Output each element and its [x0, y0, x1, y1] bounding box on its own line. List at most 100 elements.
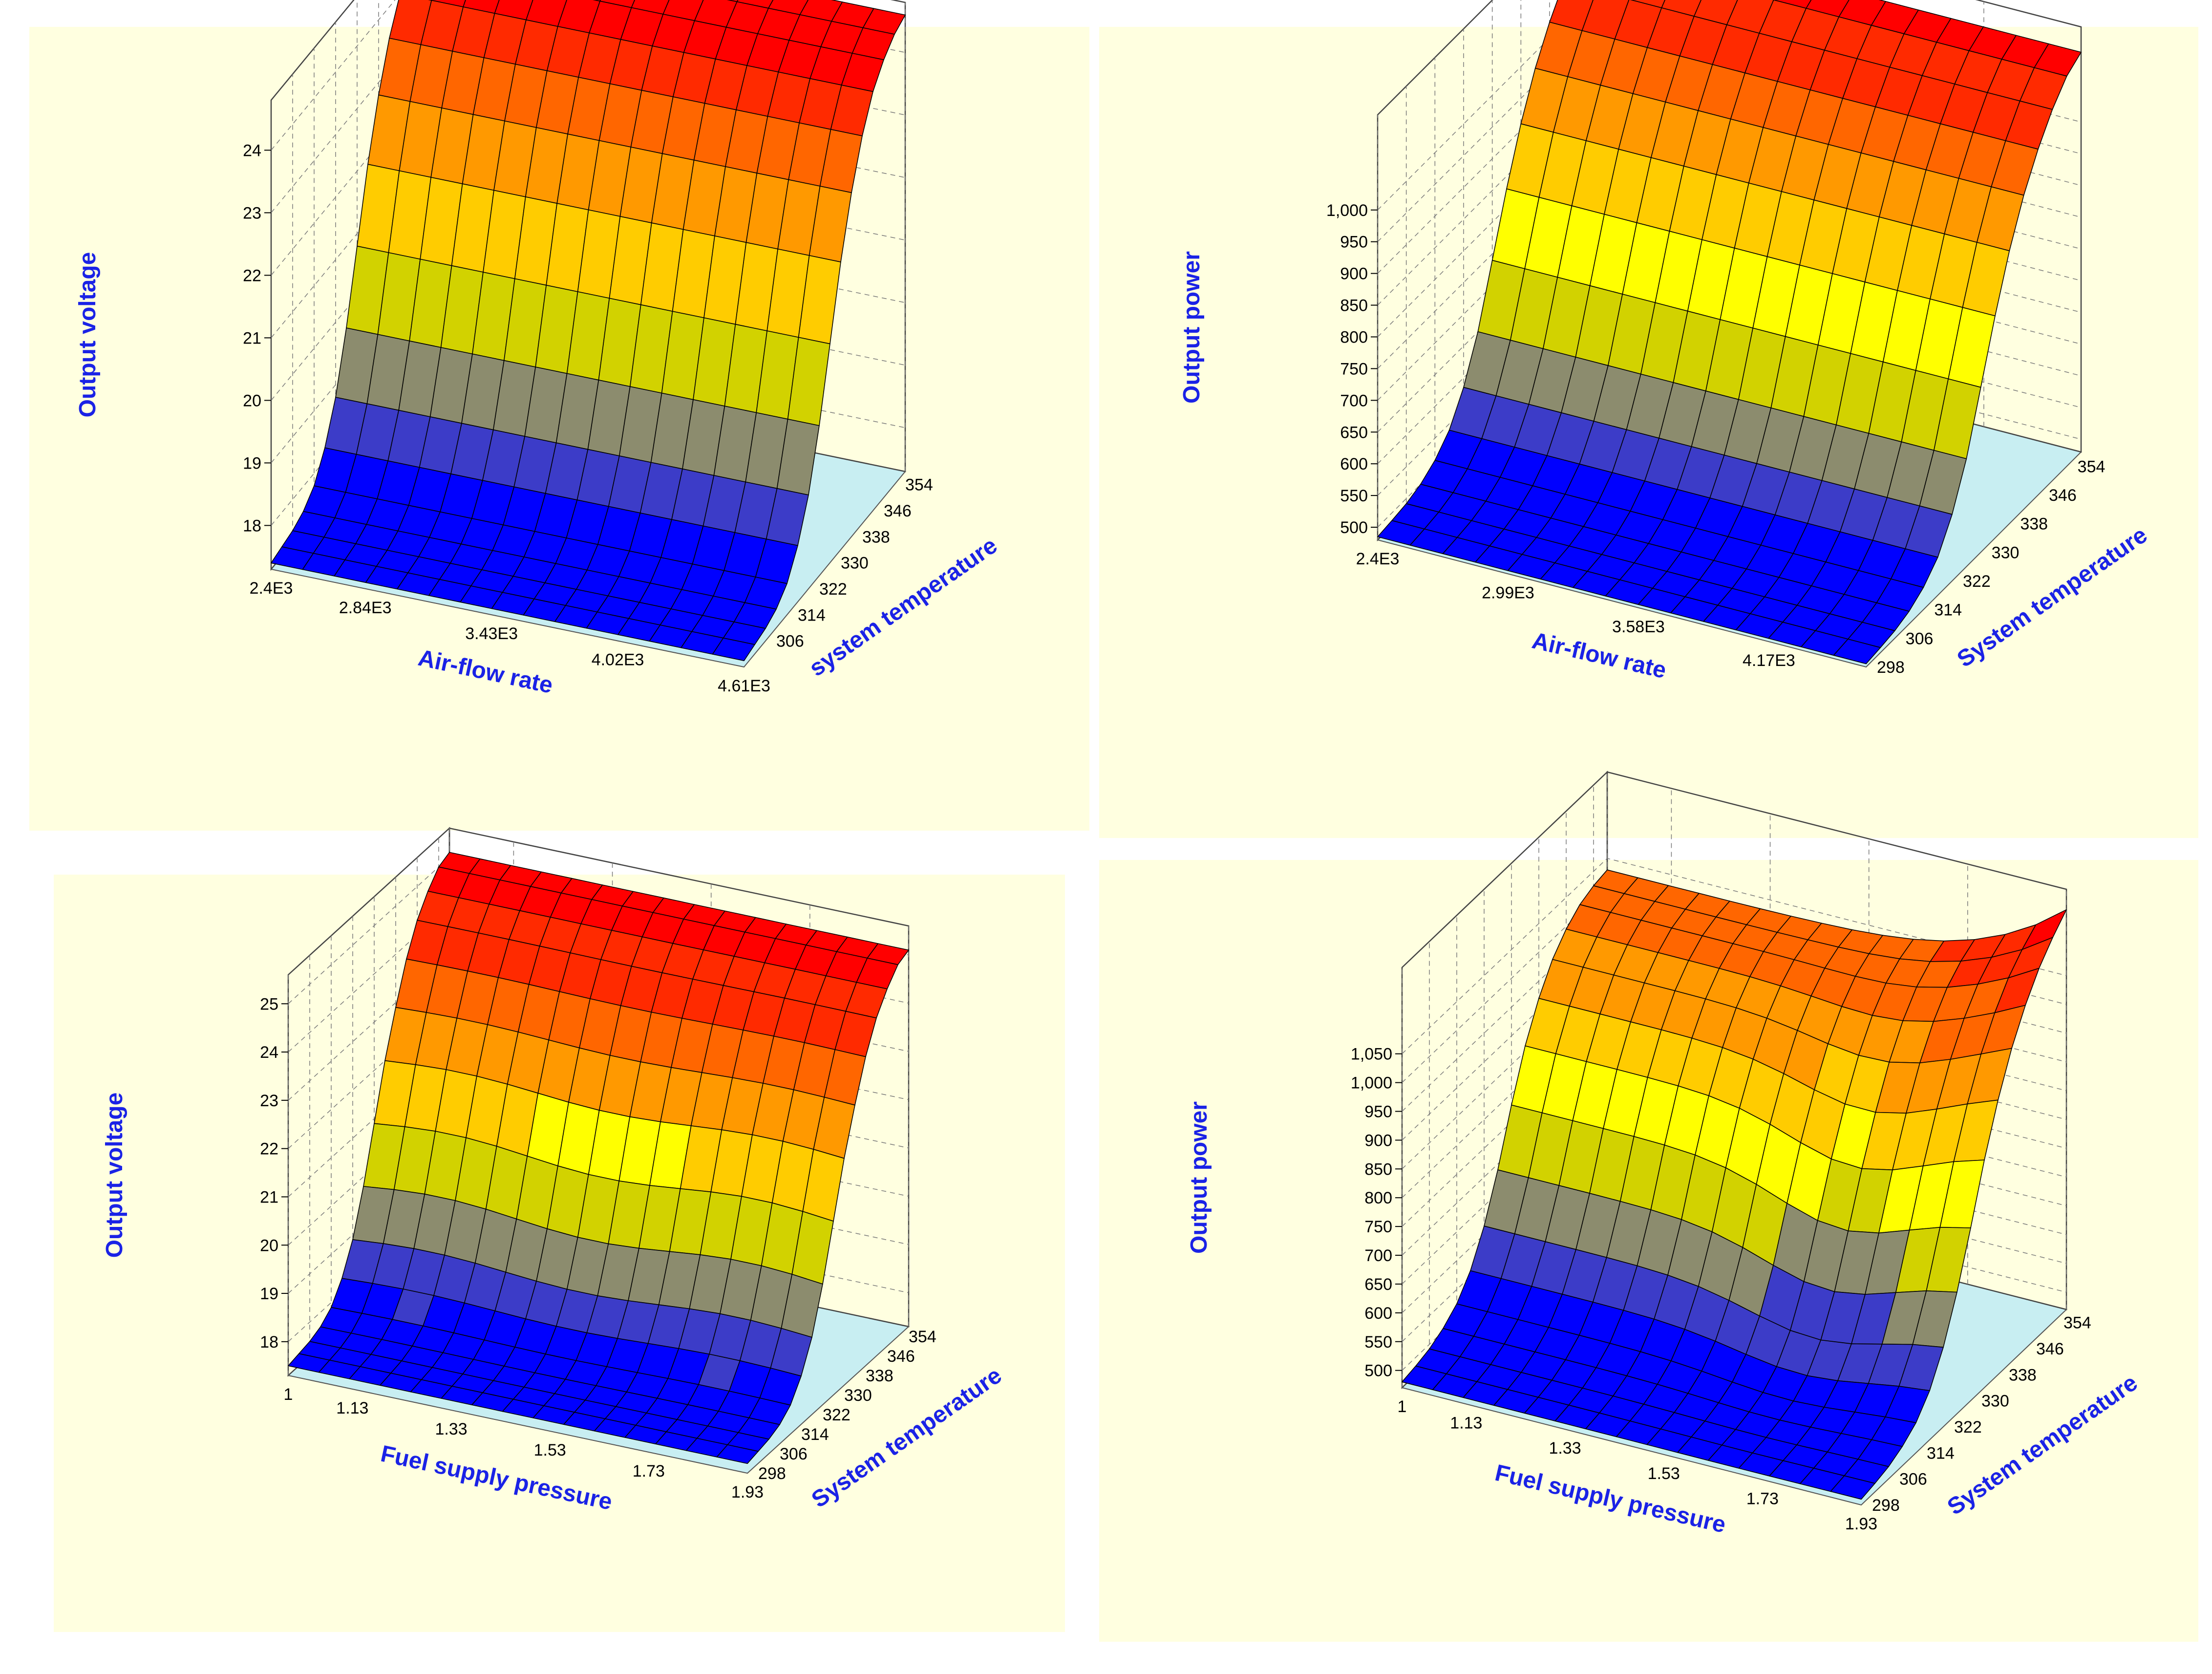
x-axis-title: Fuel supply pressure — [379, 1441, 615, 1515]
x-axis-title: Air-flow rate — [416, 645, 555, 699]
z-gridline — [1377, 280, 2082, 496]
z-tick-label: 21 — [243, 329, 261, 347]
surface-cell — [712, 638, 755, 661]
z-tick-label: 950 — [1340, 233, 1368, 252]
z-tick-label: 18 — [243, 516, 261, 535]
x-tick-label: 1.73 — [1746, 1489, 1779, 1508]
z-tick-label: 800 — [1340, 328, 1368, 346]
y-tick-label: 354 — [2078, 457, 2106, 476]
chart-panel-voltage-pressure: 18 19 20 21 22 23 24 25 1 1.13 1.33 1.53 1.73 1.93 298… — [54, 827, 1065, 1632]
z-gridline — [1377, 185, 2082, 401]
chart-panel-power-airflow: 500 550 600 650 700 750 800 850 900 950 1,000 2.4E3… — [1099, 0, 2198, 838]
y-tick-label: 322 — [1954, 1418, 1982, 1437]
z-tick-label: 21 — [260, 1188, 278, 1206]
y-tick-label: 338 — [862, 528, 890, 546]
z-tick-label: 1,050 — [1351, 1045, 1392, 1064]
z-gridline — [1377, 0, 2082, 211]
z-tick-label: 750 — [1340, 360, 1368, 378]
x-axis-title: Fuel supply pressure — [1492, 1460, 1728, 1538]
chart-panel-voltage-airflow: 18 19 20 21 22 23 24 2.4E3 2.84E3 3.43E3 4.02E3 4.6… — [29, 0, 1089, 831]
x-tick-label: 1.33 — [1549, 1439, 1581, 1458]
z-tick-label: 500 — [1364, 1362, 1392, 1380]
x-tick-label: 1.73 — [633, 1462, 665, 1481]
y-tick-label: 314 — [798, 606, 826, 624]
z-tick-label: 900 — [1340, 265, 1368, 283]
x-tick-label: 1.93 — [731, 1483, 764, 1502]
z-tick-label: 18 — [260, 1333, 278, 1352]
chart-panel-power-pressure: 500 550 600 650 700 750 800 850 900 950 1,000 1,050… — [1099, 771, 2198, 1642]
y-tick-label: 298 — [1877, 658, 1905, 677]
x-tick-label: 1.13 — [336, 1399, 368, 1417]
y-tick-label: 314 — [801, 1425, 829, 1444]
x-tick-label: 1.53 — [1648, 1464, 1680, 1483]
x-tick-label: 1.13 — [1450, 1414, 1482, 1433]
x-tick-label: 2.84E3 — [339, 599, 392, 617]
x-tick-label: 1.33 — [435, 1420, 467, 1438]
z-axis-title: Output power — [1179, 251, 1205, 404]
y-tick-label: 330 — [844, 1386, 872, 1405]
z-tick-label: 750 — [1364, 1218, 1392, 1236]
z-gridline — [1377, 58, 2082, 274]
z-tick-label: 1,000 — [1351, 1074, 1392, 1093]
y-tick-label: 306 — [1906, 629, 1934, 648]
z-tick-label: 20 — [260, 1236, 278, 1255]
x-tick-label: 2.99E3 — [1482, 583, 1534, 602]
surface-plot-power-pressure: 500 550 600 650 700 750 800 850 900 950 1,000 1,050… — [1186, 771, 2142, 1538]
z-gridline — [1377, 153, 2082, 369]
z-tick-label: 23 — [243, 204, 261, 222]
y-tick-label: 338 — [866, 1367, 893, 1385]
x-tick-label: 2.4E3 — [1356, 550, 1400, 568]
z-axis-title: Output voltage — [102, 1093, 128, 1258]
z-tick-label: 24 — [243, 141, 261, 160]
z-tick-label: 19 — [260, 1285, 278, 1303]
x-tick-label: 1 — [284, 1385, 293, 1404]
y-tick-label: 322 — [823, 1406, 851, 1424]
y-tick-label: 322 — [819, 580, 847, 599]
x-tick-label: 2.4E3 — [250, 579, 293, 598]
surface-plot-power-airflow: 500 550 600 650 700 750 800 850 900 950 1,000 2.4E3… — [1179, 0, 2152, 684]
z-tick-label: 20 — [243, 391, 261, 410]
z-tick-label: 850 — [1364, 1160, 1392, 1179]
x-tick-label: 4.61E3 — [718, 677, 770, 695]
y-tick-label: 330 — [841, 554, 869, 573]
surface-cell — [716, 1444, 759, 1464]
y-tick-label: 314 — [1927, 1444, 1955, 1462]
y-tick-label: 306 — [776, 632, 804, 651]
y-tick-label: 354 — [909, 1328, 936, 1346]
y-tick-label: 346 — [887, 1347, 915, 1366]
y-tick-label: 314 — [1934, 601, 1962, 620]
x-tick-label: 1 — [1398, 1397, 1407, 1416]
z-tick-label: 23 — [260, 1092, 278, 1110]
z-axis-title: Output power — [1186, 1101, 1212, 1254]
z-gridline — [1377, 89, 2082, 306]
y-tick-label: 330 — [1992, 543, 2020, 562]
z-tick-label: 650 — [1364, 1275, 1392, 1294]
y-tick-label: 338 — [2020, 515, 2048, 534]
y-tick-label: 322 — [1963, 572, 1991, 591]
y-tick-label: 330 — [1981, 1392, 2009, 1411]
z-tick-label: 500 — [1340, 518, 1368, 537]
y-tick-label: 346 — [884, 502, 912, 520]
y-tick-label: 306 — [780, 1445, 808, 1463]
y-tick-label: 298 — [758, 1464, 786, 1483]
z-tick-label: 850 — [1340, 297, 1368, 315]
z-gridline — [1377, 216, 2082, 432]
z-tick-label: 25 — [260, 995, 278, 1013]
z-axis-title: Output voltage — [75, 252, 101, 418]
z-tick-label: 600 — [1340, 455, 1368, 473]
z-gridline — [1377, 121, 2082, 338]
surface-cell — [1830, 1475, 1875, 1500]
y-tick-label: 354 — [905, 476, 933, 494]
z-gridline — [1402, 858, 2067, 1054]
z-tick-label: 22 — [260, 1140, 278, 1159]
y-tick-label: 306 — [1899, 1470, 1927, 1489]
x-tick-label: 1.93 — [1845, 1515, 1877, 1533]
z-tick-label: 1,000 — [1326, 201, 1368, 220]
z-tick-label: 19 — [243, 454, 261, 472]
z-tick-label: 700 — [1340, 391, 1368, 410]
z-tick-label: 900 — [1364, 1131, 1392, 1150]
x-tick-label: 4.17E3 — [1743, 651, 1795, 670]
z-tick-label: 600 — [1364, 1304, 1392, 1323]
z-tick-label: 22 — [243, 266, 261, 285]
y-tick-label: 338 — [2009, 1366, 2037, 1384]
